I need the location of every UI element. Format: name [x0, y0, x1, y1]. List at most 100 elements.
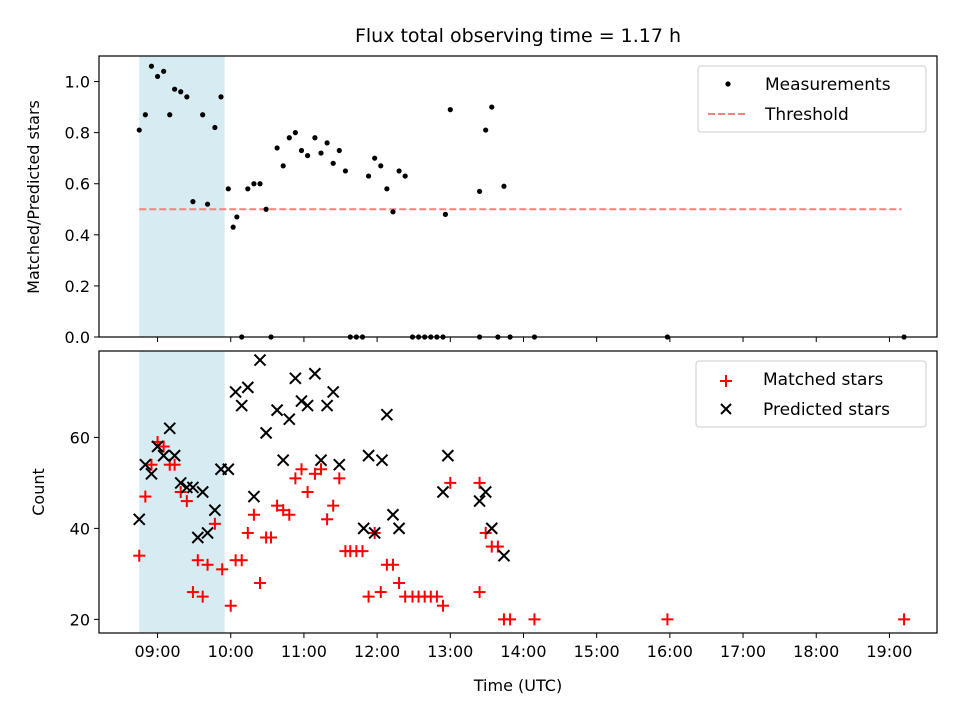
x-tick-label: 18:00: [793, 642, 839, 661]
legend-measurements-label: Measurements: [765, 75, 891, 95]
matched-star-point: [277, 504, 290, 517]
legend-matched-label: Matched stars: [763, 370, 883, 390]
y-tick-label: 0.0: [65, 328, 90, 347]
predicted-star-point: [386, 508, 400, 521]
matched-star-point: [186, 586, 199, 599]
predicted-star-point: [174, 476, 187, 490]
matched-star-point: [473, 476, 486, 489]
measurement-point: [447, 107, 453, 113]
measurement-point: [378, 163, 384, 169]
measurement-point: [161, 68, 167, 74]
x-tick-label: 13:00: [427, 642, 473, 661]
matched-star-point: [333, 472, 346, 485]
x-tick-label: 10:00: [208, 642, 254, 661]
predicted-star-point: [168, 449, 181, 462]
bottom-axes-frame: [98, 350, 938, 634]
predicted-star-point: [139, 458, 152, 471]
matched-star-point: [430, 590, 443, 603]
predicted-star-point: [186, 481, 200, 494]
matched-star-point: [295, 463, 308, 476]
matched-star-point: [301, 486, 314, 498]
predicted-star-point: [145, 467, 158, 481]
matched-star-point: [168, 458, 181, 471]
matched-star-point: [196, 590, 209, 603]
predicted-star-point: [259, 426, 273, 440]
top-shaded-span: [139, 56, 225, 337]
matched-star-point: [479, 526, 492, 539]
predicted-star-point: [270, 403, 284, 417]
x-tick-label: 15:00: [574, 642, 620, 661]
matched-star-point: [321, 513, 334, 526]
matched-star-point: [157, 440, 170, 453]
predicted-star-point: [295, 394, 308, 408]
matched-star-point: [327, 499, 340, 512]
measurement-point: [342, 168, 348, 174]
matched-star-point: [386, 558, 399, 571]
measurement-point: [200, 112, 206, 118]
y-tick-label: 40: [70, 519, 90, 538]
predicted-star-point: [289, 372, 302, 385]
predicted-star-point: [392, 522, 406, 535]
measurement-point: [336, 147, 342, 154]
measurement-point: [251, 181, 257, 187]
top-legend-box: [697, 65, 927, 133]
matched-star-point: [362, 590, 375, 603]
x-tick-label: 19:00: [866, 642, 912, 661]
predicted-star-point: [314, 453, 328, 467]
predicted-star-point: [368, 526, 381, 540]
measurement-point: [142, 112, 148, 118]
matched-star-point: [898, 613, 911, 626]
matched-star-point: [216, 563, 229, 576]
measurement-point: [184, 94, 190, 100]
x-tick-label: 17:00: [720, 642, 766, 661]
matched-star-point: [180, 495, 193, 508]
measurement-point: [489, 104, 495, 110]
measurement-point: [330, 160, 336, 166]
matched-star-point: [504, 613, 517, 626]
y-tick-label: 0.2: [65, 277, 90, 296]
measurement-point: [225, 186, 231, 192]
measurement-point: [280, 163, 286, 169]
predicted-star-point: [241, 381, 255, 394]
predicted-star-point: [191, 531, 205, 544]
y-tick-label: 60: [70, 428, 90, 447]
predicted-star-point: [196, 485, 209, 499]
predicted-star-point: [479, 485, 492, 499]
predicted-star-point: [357, 522, 370, 535]
matched-star-point: [393, 576, 406, 589]
measurement-point: [204, 201, 211, 207]
x-tick-label: 14:00: [500, 642, 546, 661]
y-tick-label: 0.6: [65, 175, 90, 194]
predicted-star-point: [375, 453, 389, 467]
matched-star-point: [315, 463, 328, 476]
predicted-star-point: [301, 399, 314, 412]
measurement-point: [402, 173, 408, 179]
predicted-star-point: [436, 485, 450, 499]
matched-star-point: [271, 499, 284, 512]
y-tick-label: 20: [70, 610, 90, 629]
measurement-point: [396, 168, 402, 174]
measurement-point: [365, 173, 372, 179]
matched-star-point: [235, 554, 248, 567]
matched-star-point: [174, 486, 187, 498]
matched-star-point: [491, 540, 504, 553]
matched-star-point: [436, 599, 449, 612]
predicted-star-point: [485, 522, 498, 535]
measurement-point: [318, 150, 324, 156]
y-tick-label: 1.0: [65, 73, 90, 92]
measurement-point: [312, 135, 318, 141]
measurement-point: [154, 73, 161, 80]
chart-title: Flux total observing time = 1.17 h: [355, 25, 681, 47]
matched-star-point: [247, 508, 260, 521]
y-tick-label: 0.8: [65, 124, 90, 143]
matched-star-point: [145, 458, 158, 471]
measurement-point: [442, 211, 449, 217]
x-axis-label: Time (UTC): [473, 676, 562, 695]
measurement-point: [167, 112, 173, 118]
measurement-point: [384, 186, 390, 192]
matched-star-point: [283, 508, 296, 521]
x-tick-label: 16:00: [647, 642, 693, 661]
y-tick-label: 0.4: [65, 226, 90, 245]
matched-star-point: [201, 558, 214, 571]
measurement-point: [234, 214, 240, 220]
